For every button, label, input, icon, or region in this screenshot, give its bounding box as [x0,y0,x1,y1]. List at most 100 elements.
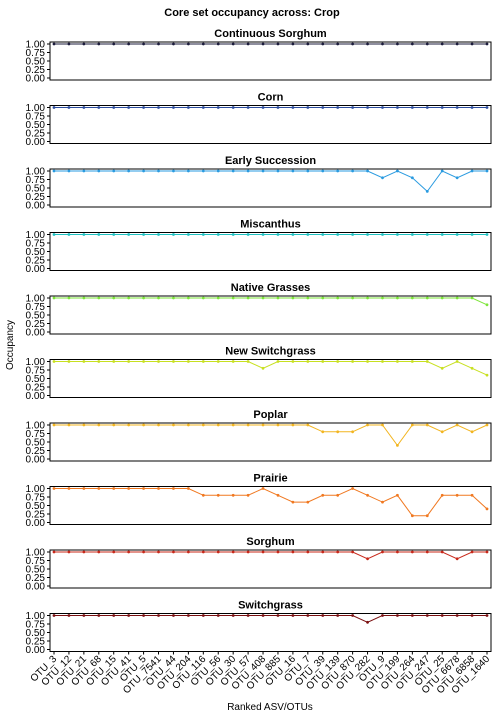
panel-frame [49,232,492,271]
point [425,360,429,363]
point [381,360,384,363]
point [186,169,190,173]
point [246,296,250,300]
point [261,233,265,236]
point [127,169,131,173]
point [157,614,160,617]
point [97,487,101,490]
y-tick-label: 0.00 [26,328,46,339]
y-tick-label: 0.00 [26,645,46,656]
point [336,106,340,109]
point [142,296,145,300]
point [142,169,145,173]
point [336,296,340,300]
point [455,42,459,46]
panel-frame [49,295,492,335]
point [82,550,86,554]
point [276,423,280,427]
point [291,550,295,554]
point [321,550,325,554]
point [381,500,384,504]
point [186,487,190,490]
y-tick-label: 0.25 [26,383,46,394]
line [54,615,487,623]
line [54,487,488,517]
point [67,550,71,554]
y-tick-label: 0.25 [26,256,46,267]
point [336,430,340,434]
point [440,42,444,46]
point [142,360,145,363]
point [216,614,220,617]
point [52,42,56,46]
point [396,550,399,554]
point [485,42,489,46]
point [485,106,489,109]
point [246,493,250,497]
point [52,169,56,173]
point [82,487,86,490]
point [67,42,71,46]
point [396,233,399,236]
point [485,507,489,511]
y-tick-label: 0.25 [26,446,46,457]
point [485,373,489,377]
point [410,614,414,617]
y-tick-label: 0.00 [26,455,46,466]
point [276,233,280,236]
point [127,550,131,554]
point [306,614,310,617]
y-tick-label: 0.50 [26,311,46,322]
point [351,169,355,173]
point [52,296,56,300]
point [67,423,71,427]
y-tick-label: 0.75 [26,366,46,377]
point [82,614,86,617]
point [485,614,489,617]
point [440,430,444,434]
y-tick-label: 1.00 [26,40,46,51]
y-tick-label: 0.50 [26,374,46,385]
point [261,614,265,617]
point [231,614,235,617]
point [127,42,131,46]
point [366,557,369,561]
point [172,233,175,236]
panel-frame [49,105,492,144]
point [112,42,116,46]
point [440,614,444,617]
point [231,296,235,300]
point [321,296,325,300]
line [54,297,488,306]
y-tick-label: 0.75 [26,112,46,123]
point [291,500,295,504]
point [410,42,414,46]
point [231,233,235,236]
y-tick-label: 0.25 [26,192,46,203]
y-tick-label: 0.75 [26,239,46,250]
point [246,106,250,109]
point [455,423,459,427]
point [216,42,220,46]
point [381,176,384,180]
point [351,360,355,363]
point [276,360,280,363]
point [82,106,86,109]
y-tick-label: 0.75 [26,556,46,567]
point [366,493,369,497]
point [455,614,459,617]
point [246,169,250,173]
point [396,493,399,497]
point [306,550,310,554]
point [142,423,145,427]
point [112,106,116,109]
point [351,106,355,109]
point [127,423,131,427]
point [142,487,145,490]
point [396,169,399,173]
y-tick-label: 0.75 [26,48,46,59]
y-tick-label: 1.00 [26,294,46,305]
point [52,487,56,490]
point [231,106,235,109]
point [52,423,56,427]
